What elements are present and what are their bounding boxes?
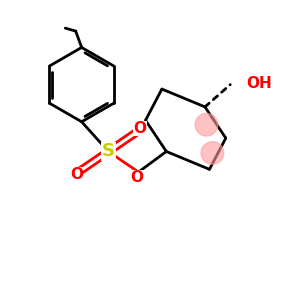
- Circle shape: [201, 142, 224, 164]
- Circle shape: [195, 113, 218, 136]
- Text: O: O: [130, 170, 143, 185]
- Text: O: O: [70, 167, 83, 182]
- Text: OH: OH: [247, 76, 272, 91]
- Text: O: O: [134, 121, 147, 136]
- Text: S: S: [102, 142, 115, 160]
